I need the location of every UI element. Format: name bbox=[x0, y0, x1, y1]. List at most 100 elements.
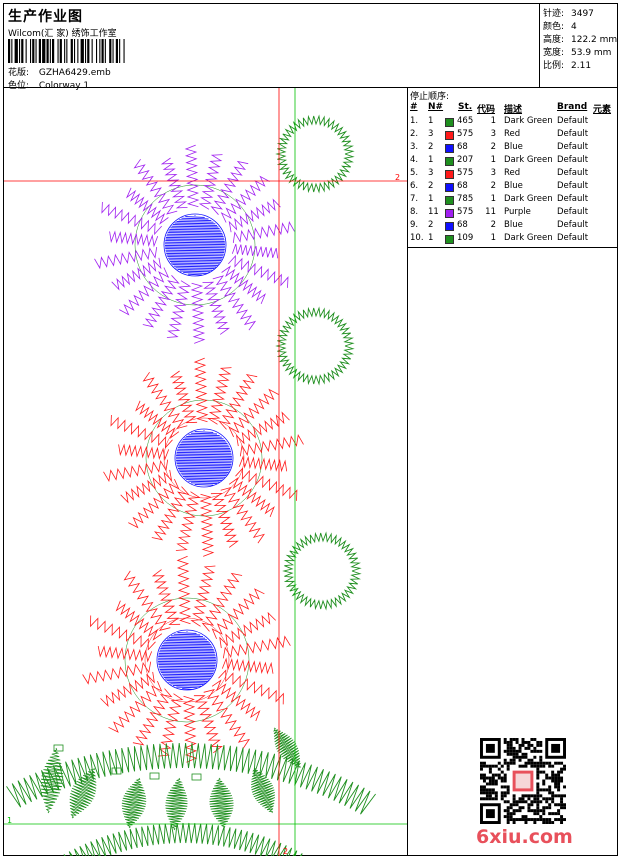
guide-marker-bottom: 2 bbox=[283, 847, 288, 856]
row-brand: Default bbox=[557, 129, 589, 139]
stop-sequence-row: 2. 3 575 3 Red Default bbox=[408, 129, 617, 142]
page-title: 生产作业图 bbox=[8, 9, 83, 25]
row-num: 2. bbox=[410, 129, 419, 139]
row-desc: Purple bbox=[504, 207, 531, 217]
stop-sequence-row: 10. 1 109 1 Dark Green Default bbox=[408, 233, 617, 246]
row-brand: Default bbox=[557, 220, 589, 230]
design-canvas: 2 2 1 bbox=[4, 88, 408, 856]
row-stitches: 68 bbox=[457, 220, 468, 230]
col-n-header: N# bbox=[428, 102, 444, 112]
row-stitches: 575 bbox=[457, 129, 474, 139]
row-brand: Default bbox=[557, 233, 589, 243]
row-code: 1 bbox=[490, 116, 496, 126]
row-desc: Dark Green bbox=[504, 194, 553, 204]
row-code: 1 bbox=[490, 155, 496, 165]
color-swatch bbox=[445, 209, 454, 218]
stop-sequence-title: 停止顺序: bbox=[410, 92, 450, 102]
stat-colors: 颜色: 4 bbox=[543, 22, 577, 32]
row-num: 6. bbox=[410, 181, 419, 191]
row-desc: Red bbox=[504, 129, 521, 139]
color-swatch bbox=[445, 131, 454, 140]
row-stitches: 575 bbox=[457, 207, 474, 217]
row-desc: Dark Green bbox=[504, 233, 553, 243]
stat-scale: 比例: 2.11 bbox=[543, 61, 592, 71]
design-label: 花版: bbox=[8, 68, 30, 78]
row-code: 2 bbox=[490, 181, 496, 191]
row-n: 2 bbox=[428, 142, 434, 152]
row-num: 7. bbox=[410, 194, 419, 204]
row-brand: Default bbox=[557, 181, 589, 191]
col-desc-header: 描述 bbox=[504, 105, 523, 115]
row-desc: Blue bbox=[504, 220, 523, 230]
row-brand: Default bbox=[557, 207, 589, 217]
row-num: 10. bbox=[410, 233, 424, 243]
row-num: 3. bbox=[410, 142, 419, 152]
color-swatch bbox=[445, 196, 454, 205]
row-stitches: 68 bbox=[457, 142, 468, 152]
row-code: 11 bbox=[485, 207, 496, 217]
row-desc: Blue bbox=[504, 181, 523, 191]
color-swatch bbox=[445, 157, 454, 166]
row-code: 1 bbox=[490, 233, 496, 243]
stop-sequence-row: 4. 1 207 1 Dark Green Default bbox=[408, 155, 617, 168]
barcode bbox=[8, 39, 125, 63]
company-name: Wilcom(汇 家) 绣饰工作室 bbox=[8, 29, 117, 39]
row-n: 3 bbox=[428, 129, 434, 139]
row-stitches: 68 bbox=[457, 181, 468, 191]
color-swatch bbox=[445, 170, 454, 179]
row-stitches: 785 bbox=[457, 194, 474, 204]
stat-width: 宽度: 53.9 mm bbox=[543, 48, 612, 58]
row-stitches: 109 bbox=[457, 233, 474, 243]
row-brand: Default bbox=[557, 168, 589, 178]
stats-panel: 针迹: 3497 颜色: 4 高度: 122.2 mm 宽度: 53.9 mm 比例: 2… bbox=[540, 4, 617, 88]
col-elem-header: 元素 bbox=[593, 105, 612, 115]
color-swatch bbox=[445, 222, 454, 231]
row-stitches: 207 bbox=[457, 155, 474, 165]
row-code: 2 bbox=[490, 142, 496, 152]
qr-code bbox=[480, 738, 566, 824]
row-num: 4. bbox=[410, 155, 419, 165]
stop-sequence-row: 3. 2 68 2 Blue Default bbox=[408, 142, 617, 155]
row-num: 8. bbox=[410, 207, 419, 217]
watermark-text: 6xiu.com bbox=[476, 826, 573, 848]
embroidery-design: 2 2 1 bbox=[4, 88, 407, 856]
colorway-row: 色位: Colorway 1 bbox=[8, 78, 89, 91]
row-code: 3 bbox=[490, 168, 496, 178]
color-swatch bbox=[445, 144, 454, 153]
row-desc: Red bbox=[504, 168, 521, 178]
stop-sequence-row: 5. 3 575 3 Red Default bbox=[408, 168, 617, 181]
row-n: 2 bbox=[428, 220, 434, 230]
row-brand: Default bbox=[557, 142, 589, 152]
row-brand: Default bbox=[557, 116, 589, 126]
color-swatch bbox=[445, 183, 454, 192]
stop-sequence-row: 1. 1 465 1 Dark Green Default bbox=[408, 116, 617, 129]
design-value: GZHA6429.emb bbox=[38, 68, 111, 78]
header-panel: 生产作业图 Wilcom(汇 家) 绣饰工作室 花版: GZHA6429.emb… bbox=[4, 4, 540, 91]
row-num: 5. bbox=[410, 168, 419, 178]
row-n: 1 bbox=[428, 155, 434, 165]
col-st-header: St. bbox=[458, 102, 473, 112]
row-desc: Dark Green bbox=[504, 116, 553, 126]
row-code: 3 bbox=[490, 129, 496, 139]
stop-sequence-row: 9. 2 68 2 Blue Default bbox=[408, 220, 617, 233]
color-swatch bbox=[445, 235, 454, 244]
row-num: 9. bbox=[410, 220, 419, 230]
row-brand: Default bbox=[557, 155, 589, 165]
row-n: 2 bbox=[428, 181, 434, 191]
stop-sequence-row: 6. 2 68 2 Blue Default bbox=[408, 181, 617, 194]
design-name-row: 花版: GZHA6429.emb bbox=[8, 65, 111, 78]
col-num-header: # bbox=[410, 102, 418, 112]
stop-sequence-row: 8. 11 575 11 Purple Default bbox=[408, 207, 617, 220]
colorway-value: Colorway 1 bbox=[38, 81, 90, 91]
row-stitches: 575 bbox=[457, 168, 474, 178]
row-code: 1 bbox=[490, 194, 496, 204]
row-brand: Default bbox=[557, 194, 589, 204]
row-n: 1 bbox=[428, 233, 434, 243]
colorway-label: 色位: bbox=[8, 81, 30, 91]
page-frame bbox=[3, 3, 618, 856]
row-desc: Dark Green bbox=[504, 155, 553, 165]
col-brand-header: Brand bbox=[557, 102, 588, 112]
stat-stitches: 针迹: 3497 bbox=[543, 9, 594, 19]
color-swatch bbox=[445, 118, 454, 127]
col-code-header: 代码 bbox=[477, 105, 496, 115]
